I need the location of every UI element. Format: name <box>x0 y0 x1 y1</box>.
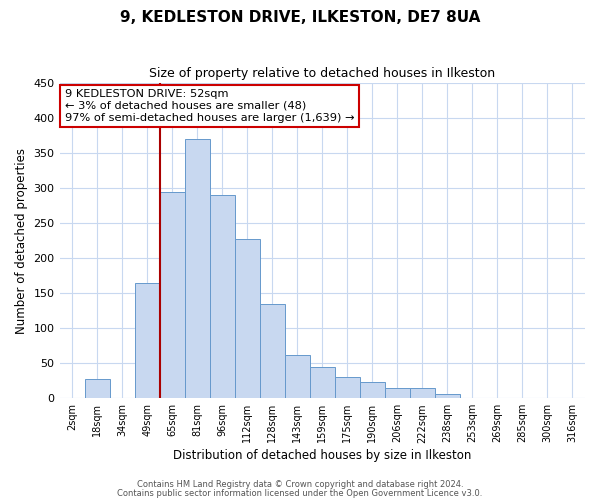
Bar <box>310 368 335 398</box>
Bar <box>385 388 410 398</box>
Bar <box>85 378 110 398</box>
Text: 9, KEDLESTON DRIVE, ILKESTON, DE7 8UA: 9, KEDLESTON DRIVE, ILKESTON, DE7 8UA <box>120 10 480 25</box>
Y-axis label: Number of detached properties: Number of detached properties <box>15 148 28 334</box>
Bar <box>435 394 460 398</box>
Bar <box>134 282 160 398</box>
Bar <box>160 192 185 398</box>
Bar <box>410 388 435 398</box>
Text: 9 KEDLESTON DRIVE: 52sqm
← 3% of detached houses are smaller (48)
97% of semi-de: 9 KEDLESTON DRIVE: 52sqm ← 3% of detache… <box>65 90 354 122</box>
Bar <box>360 382 385 398</box>
Text: Contains HM Land Registry data © Crown copyright and database right 2024.: Contains HM Land Registry data © Crown c… <box>137 480 463 489</box>
Title: Size of property relative to detached houses in Ilkeston: Size of property relative to detached ho… <box>149 68 496 80</box>
Bar <box>209 195 235 398</box>
Bar <box>235 238 260 398</box>
Bar <box>185 139 209 398</box>
Text: Contains public sector information licensed under the Open Government Licence v3: Contains public sector information licen… <box>118 488 482 498</box>
Bar <box>285 355 310 398</box>
Bar <box>335 377 360 398</box>
Bar <box>260 304 285 398</box>
X-axis label: Distribution of detached houses by size in Ilkeston: Distribution of detached houses by size … <box>173 450 472 462</box>
